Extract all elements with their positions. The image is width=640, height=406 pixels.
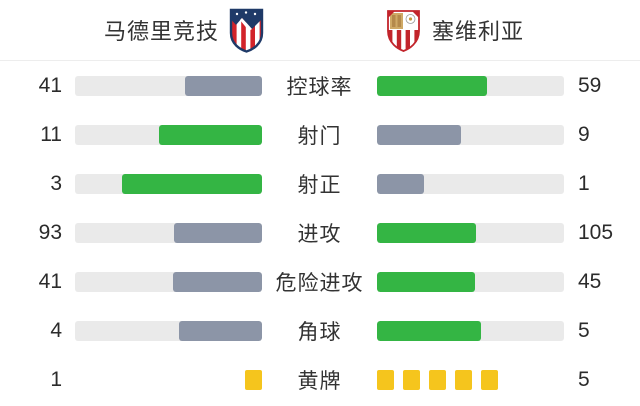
away-bar bbox=[377, 75, 564, 96]
away-bar-fill bbox=[377, 222, 477, 243]
yellow-card-icon bbox=[429, 369, 446, 390]
home-bar bbox=[75, 173, 262, 194]
stat-label: 射门 bbox=[297, 124, 342, 148]
stat-row: 93 进攻 105 bbox=[0, 208, 640, 257]
away-value: 1 bbox=[578, 171, 590, 195]
away-bar bbox=[377, 173, 564, 194]
home-bar-fill bbox=[185, 75, 262, 96]
stat-row: 41 危险进攻 45 bbox=[0, 257, 640, 306]
home-team-name: 马德里竞技 bbox=[103, 19, 219, 44]
away-team-name: 塞维利亚 bbox=[432, 19, 525, 44]
yellow-card-icon bbox=[481, 369, 498, 390]
stat-label: 角球 bbox=[297, 320, 342, 344]
home-bar-fill bbox=[178, 320, 262, 341]
home-team: 马德里竞技 bbox=[0, 8, 320, 53]
stat-label: 控球率 bbox=[286, 75, 353, 99]
away-bar-fill bbox=[377, 75, 488, 96]
yellow-card-icon bbox=[245, 369, 262, 390]
match-header: 马德里竞技 bbox=[0, 0, 640, 61]
yellow-card-icon bbox=[377, 369, 394, 390]
stat-row: 1 黄牌 5 bbox=[0, 355, 640, 404]
home-bar-fill bbox=[159, 124, 262, 145]
away-value: 45 bbox=[578, 269, 602, 293]
home-bar-fill bbox=[174, 222, 262, 243]
stat-row: 4 角球 5 bbox=[0, 306, 640, 355]
away-value: 9 bbox=[578, 122, 590, 146]
away-bar bbox=[377, 222, 564, 243]
away-bar-fill bbox=[377, 173, 424, 194]
stat-label: 进攻 bbox=[297, 222, 342, 246]
home-value: 11 bbox=[40, 122, 62, 146]
away-bar bbox=[377, 320, 564, 341]
away-bar bbox=[377, 369, 564, 390]
away-team: 塞维利亚 bbox=[320, 8, 640, 53]
away-bar bbox=[377, 271, 564, 292]
stat-label: 危险进攻 bbox=[275, 271, 364, 295]
stat-row: 11 射门 9 bbox=[0, 110, 640, 159]
away-bar bbox=[377, 124, 564, 145]
away-value: 5 bbox=[578, 367, 590, 391]
home-value: 41 bbox=[38, 73, 62, 97]
home-value: 3 bbox=[50, 171, 62, 195]
stat-row: 41 控球率 59 bbox=[0, 61, 640, 110]
home-bar-fill bbox=[121, 173, 262, 194]
atletico-madrid-crest-icon bbox=[229, 8, 264, 53]
stat-label: 射正 bbox=[297, 173, 342, 197]
home-bar-fill bbox=[172, 271, 262, 292]
away-value: 5 bbox=[578, 318, 590, 342]
stats-list: 41 控球率 59 11 射门 9 3 射正 1 93 bbox=[0, 61, 640, 404]
home-bar bbox=[75, 222, 262, 243]
stat-row: 3 射正 1 bbox=[0, 159, 640, 208]
away-value: 59 bbox=[578, 73, 602, 97]
home-value: 93 bbox=[38, 220, 62, 244]
away-value: 105 bbox=[578, 220, 614, 244]
home-value: 41 bbox=[38, 269, 62, 293]
home-bar bbox=[75, 124, 262, 145]
away-bar-fill bbox=[377, 124, 462, 145]
home-bar bbox=[75, 369, 262, 390]
home-bar bbox=[75, 320, 262, 341]
away-bar-fill bbox=[377, 320, 481, 341]
away-bar-fill bbox=[377, 271, 475, 292]
sevilla-crest-icon bbox=[387, 9, 420, 52]
home-bar bbox=[75, 271, 262, 292]
home-value: 1 bbox=[50, 367, 62, 391]
home-bar bbox=[75, 75, 262, 96]
home-value: 4 bbox=[50, 318, 62, 342]
yellow-card-icon bbox=[403, 369, 420, 390]
stat-label: 黄牌 bbox=[297, 369, 342, 393]
yellow-card-icon bbox=[455, 369, 472, 390]
